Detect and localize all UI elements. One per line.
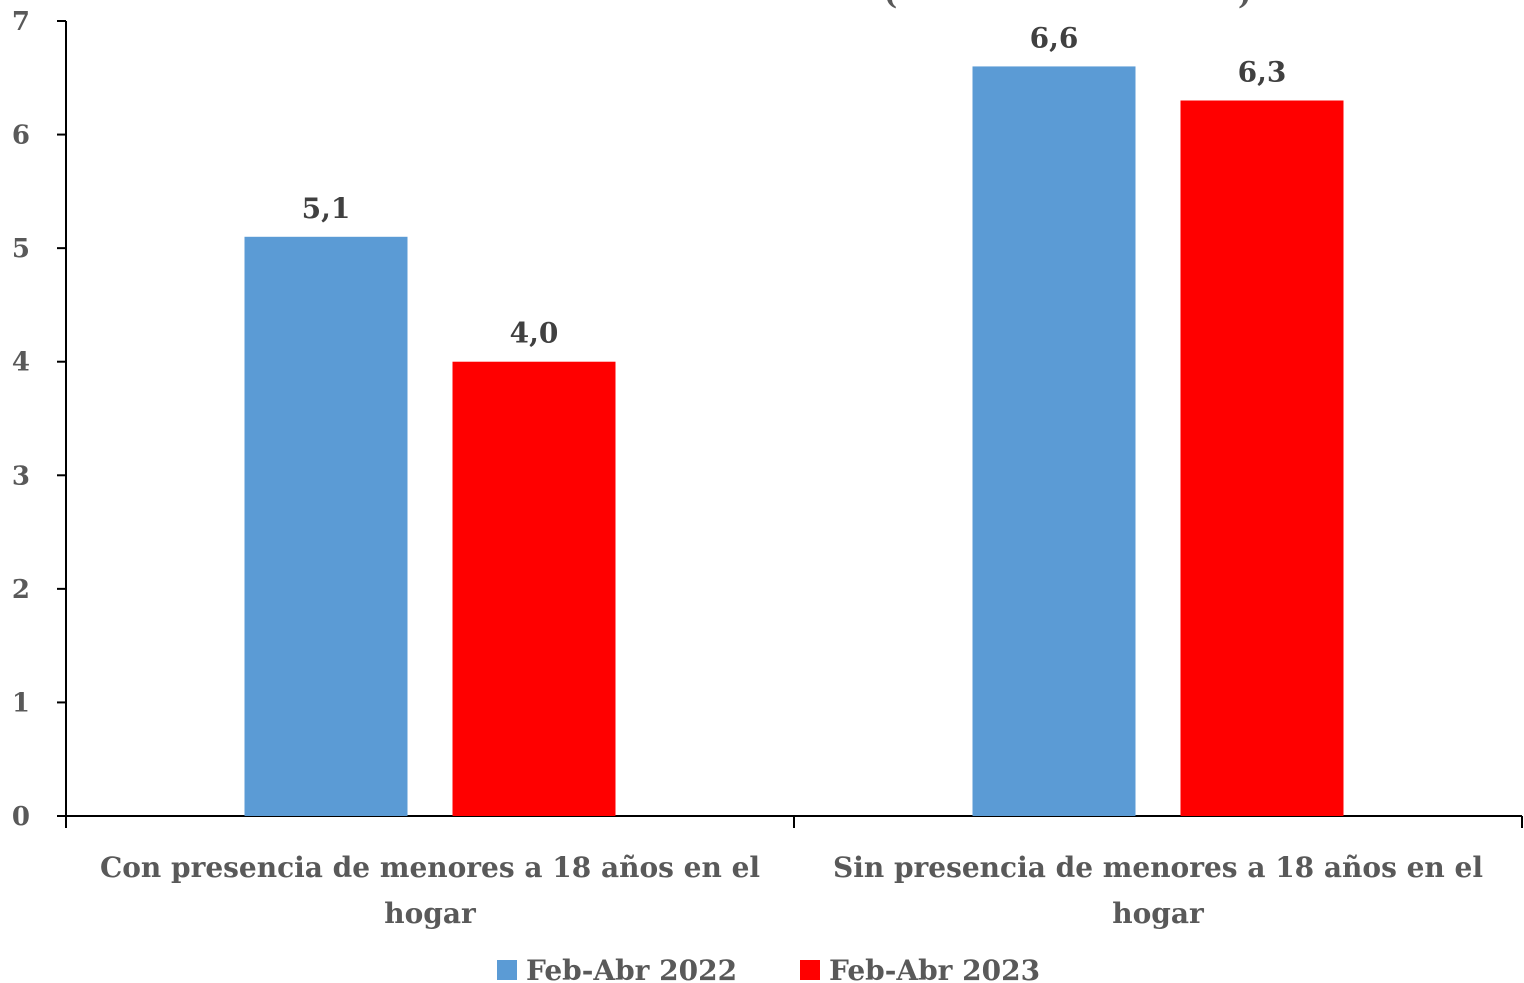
- category-label: Sin presencia de menores a 18 años en el…: [833, 851, 1483, 930]
- y-tick-label: 0: [12, 802, 30, 832]
- category-label-line: hogar: [1112, 897, 1205, 930]
- y-tick-label: 2: [12, 575, 30, 605]
- legend-swatch: [800, 960, 820, 980]
- data-label: 6,6: [1030, 21, 1079, 54]
- category-label-line: Con presencia de menores a 18 años en el: [100, 851, 760, 884]
- category-label-line: hogar: [384, 897, 477, 930]
- category-label: Con presencia de menores a 18 años en el…: [100, 851, 760, 930]
- bar-2022-cat-2: [972, 66, 1136, 816]
- y-tick-label: 4: [12, 348, 30, 378]
- bar-2022-cat-1: [244, 236, 408, 817]
- bar-2023-cat-2: [1180, 100, 1344, 816]
- chart-title-close: ): [1238, 0, 1251, 11]
- legend-label: Feb-Abr 2022: [526, 954, 737, 983]
- y-tick-label: 1: [12, 688, 30, 718]
- chart-title-fragment: (): [884, 0, 1251, 11]
- bars: [244, 66, 1344, 817]
- y-tick-label: 6: [12, 121, 30, 151]
- y-axis: 0 1 2 3 4 5 6 7: [12, 7, 67, 832]
- y-tick-label: 7: [12, 7, 30, 37]
- data-label: 5,1: [302, 192, 351, 225]
- data-labels: 5,1 4,0 6,6 6,3: [302, 21, 1287, 349]
- category-labels: Con presencia de menores a 18 años en el…: [100, 851, 1483, 930]
- data-label: 4,0: [510, 317, 559, 350]
- chart-title-open: (: [884, 0, 897, 11]
- x-axis: [65, 815, 1523, 828]
- y-tick-label: 3: [12, 461, 30, 491]
- legend-swatch: [497, 960, 517, 980]
- y-tick-label: 5: [12, 234, 30, 264]
- legend: Feb-Abr 2022 Feb-Abr 2023: [497, 954, 1040, 983]
- legend-label: Feb-Abr 2023: [829, 954, 1040, 983]
- bar-2023-cat-1: [452, 361, 616, 816]
- category-label-line: Sin presencia de menores a 18 años en el: [833, 851, 1483, 884]
- data-label: 6,3: [1238, 56, 1287, 89]
